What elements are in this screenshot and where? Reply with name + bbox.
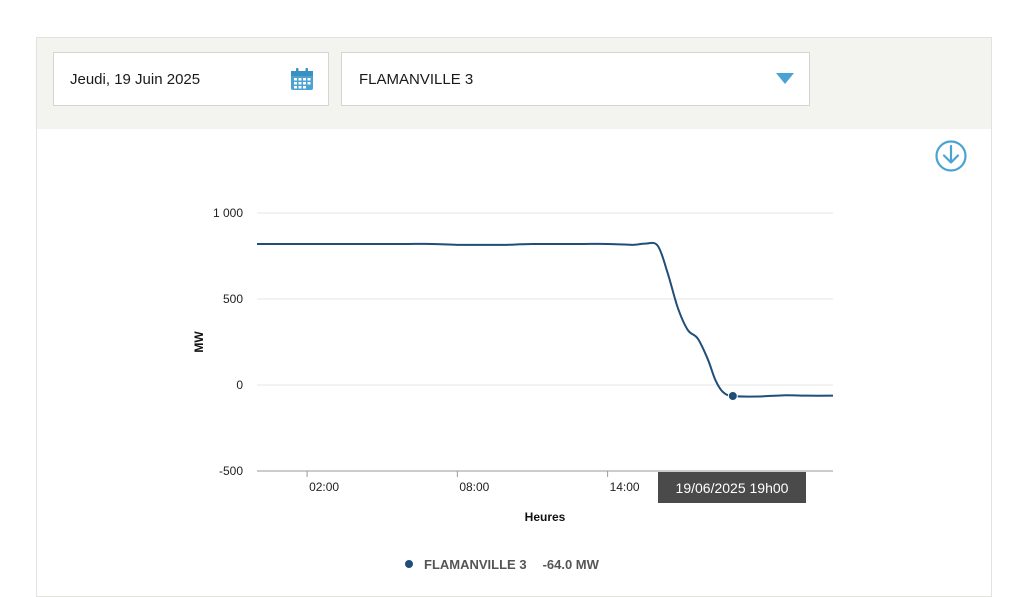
date-picker[interactable]: Jeudi, 19 Juin 2025 xyxy=(53,52,329,106)
chart-tooltip: 19/06/2025 19h00 xyxy=(658,472,806,503)
site-select[interactable]: FLAMANVILLE 3 xyxy=(341,52,810,106)
y-tick-label: 500 xyxy=(223,292,243,306)
legend-marker xyxy=(405,560,413,568)
y-tick-label: 0 xyxy=(236,378,243,392)
legend-series-name: FLAMANVILLE 3 xyxy=(424,556,527,572)
tooltip-text: 19/06/2025 19h00 xyxy=(675,479,789,496)
y-tick-label: -500 xyxy=(219,464,243,478)
highlight-point xyxy=(727,391,738,402)
filter-bar: Jeudi, 19 Juin 2025 FLAMANVILLE 3 xyxy=(37,38,991,129)
x-tick-label: 02:00 xyxy=(309,480,339,494)
legend-series-value: -64.0 MW xyxy=(542,556,599,572)
calendar-icon[interactable] xyxy=(290,67,314,91)
download-icon[interactable] xyxy=(934,139,968,173)
series-line xyxy=(257,241,834,398)
date-value: Jeudi, 19 Juin 2025 xyxy=(70,70,201,88)
production-panel: Jeudi, 19 Juin 2025 FLAMANVILLE 3 xyxy=(36,37,992,597)
y-axis-title: MW xyxy=(192,331,206,353)
x-tick-label: 14:00 xyxy=(610,480,640,494)
x-tick-label: 08:00 xyxy=(459,480,489,494)
chevron-down-icon[interactable] xyxy=(776,73,794,85)
x-axis-title: Heures xyxy=(525,510,566,524)
site-select-value: FLAMANVILLE 3 xyxy=(359,70,474,88)
chart-legend[interactable]: FLAMANVILLE 3 -64.0 MW xyxy=(405,555,599,573)
y-tick-label: 1 000 xyxy=(213,206,243,220)
